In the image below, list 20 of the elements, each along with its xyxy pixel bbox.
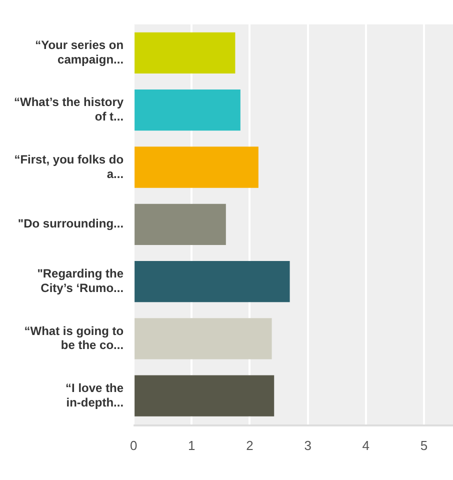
x-tick-label: 4 bbox=[362, 438, 370, 453]
y-tick-label: “I love the in-depth... bbox=[66, 380, 124, 410]
bar bbox=[134, 204, 226, 245]
y-tick-label: “What is going to be the co... bbox=[24, 324, 124, 352]
x-tick-label: 5 bbox=[420, 438, 428, 453]
x-tick-label: 2 bbox=[246, 438, 254, 453]
bar bbox=[134, 375, 274, 416]
bar bbox=[134, 90, 240, 131]
x-tick-label: 3 bbox=[304, 438, 312, 453]
bar bbox=[134, 32, 236, 74]
x-tick-label: 1 bbox=[188, 438, 196, 453]
y-tick-label: “Your series on campaign... bbox=[35, 38, 124, 66]
bar bbox=[134, 260, 290, 302]
bar bbox=[134, 318, 272, 360]
y-tick-label: "Do surrounding... bbox=[18, 216, 124, 231]
y-tick-label: “What’s the history of t... bbox=[14, 95, 124, 124]
y-tick-label: "Regarding the City’s ‘Rumo... bbox=[37, 266, 124, 296]
y-tick-label: “First, you folks do a... bbox=[14, 152, 124, 181]
bar bbox=[134, 146, 258, 188]
x-tick-label: 0 bbox=[130, 438, 138, 453]
